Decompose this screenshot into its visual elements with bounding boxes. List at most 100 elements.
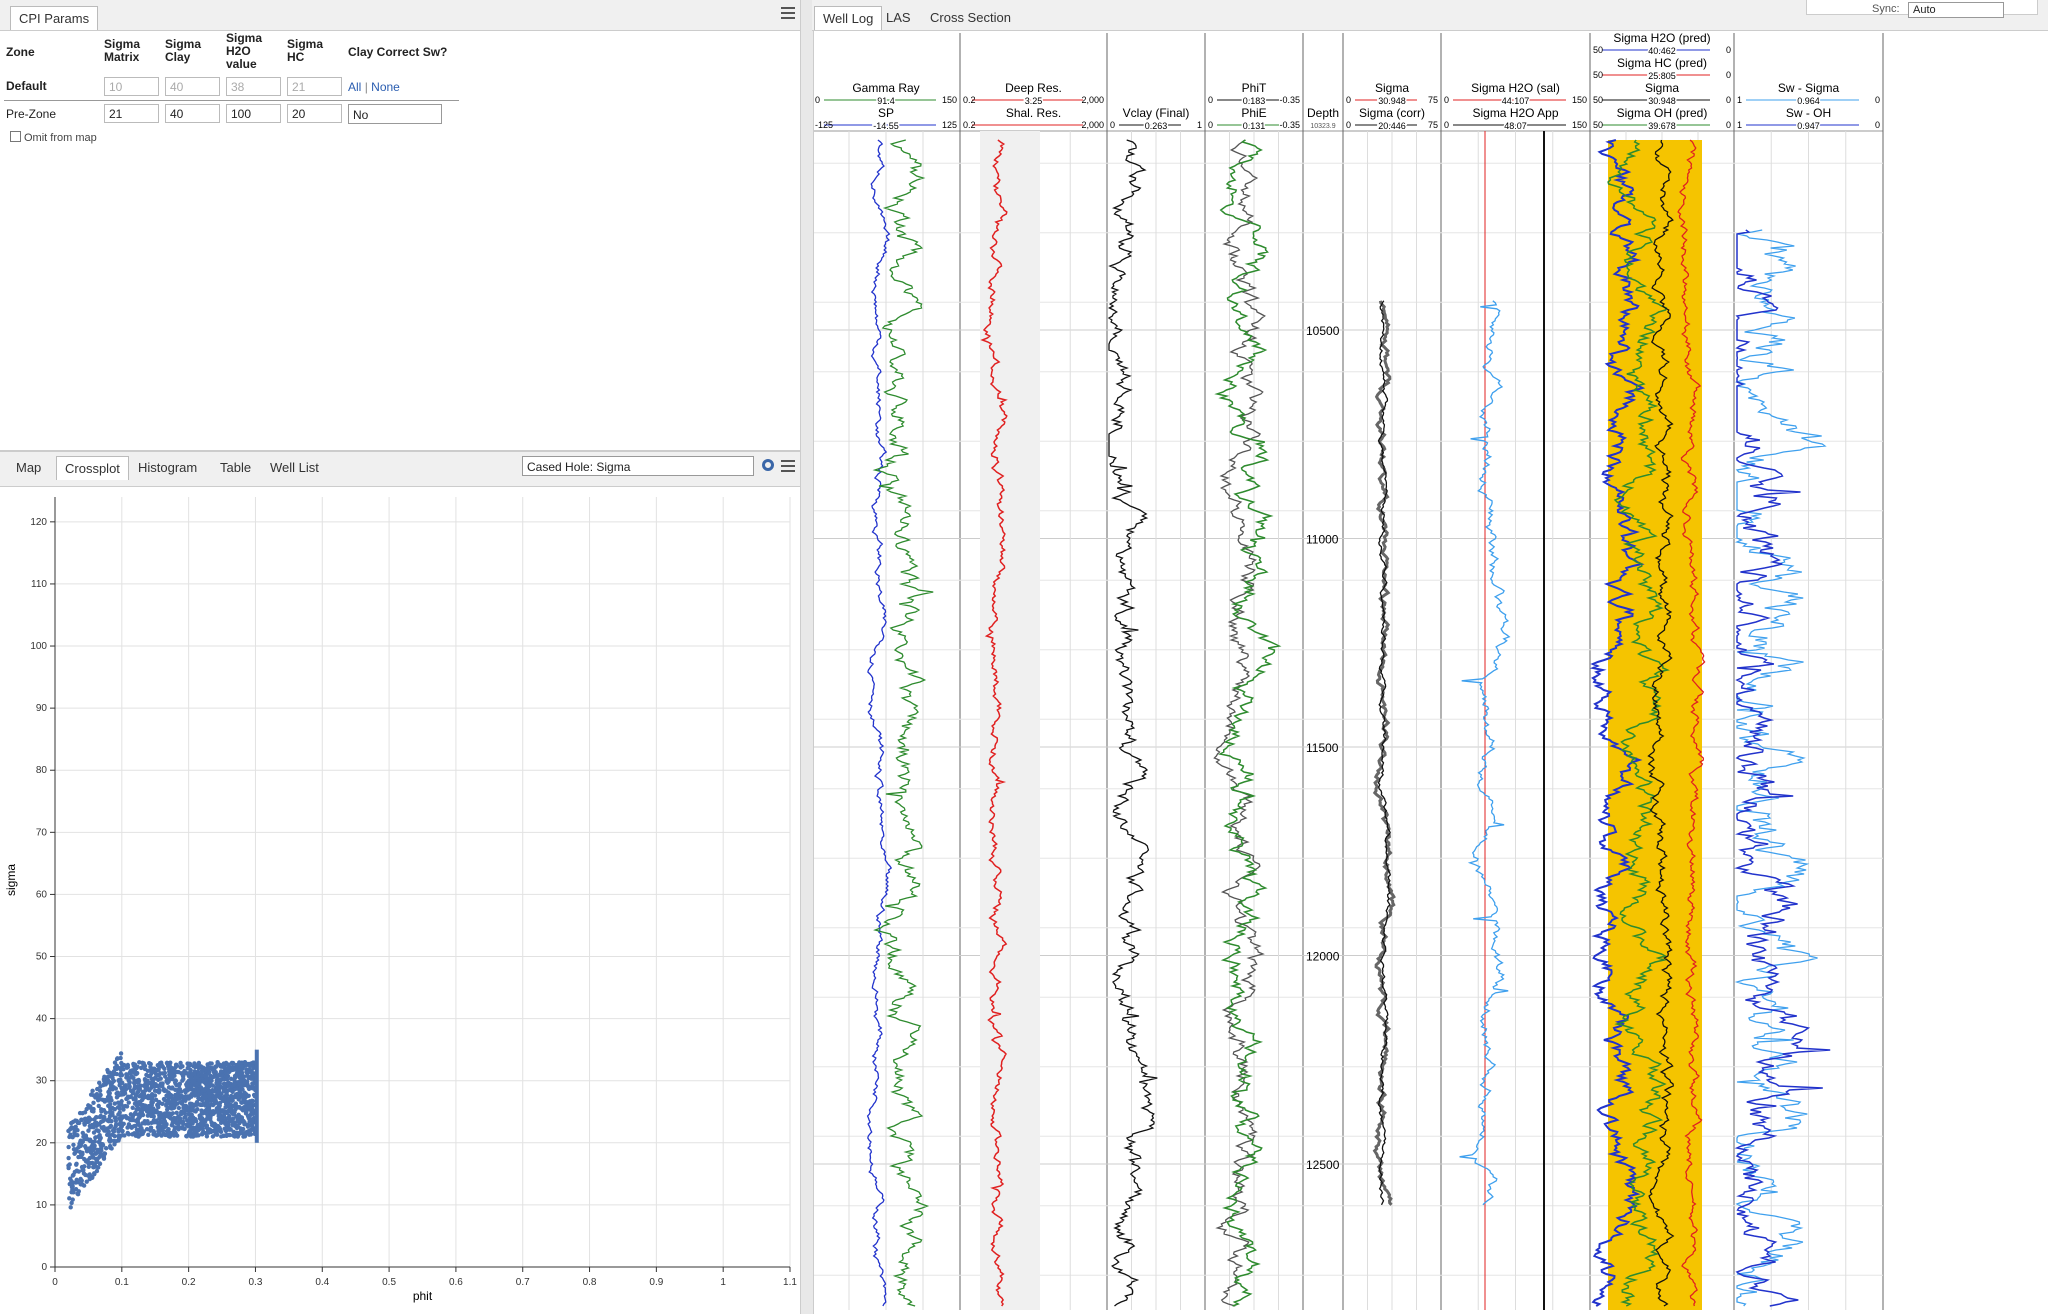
scale-min: 0 bbox=[1444, 120, 1449, 130]
y-tick-label: 90 bbox=[36, 703, 48, 714]
scale-min: 0 bbox=[1346, 95, 1351, 105]
select[interactable]: Auto bbox=[1908, 2, 2004, 18]
scatter-point bbox=[192, 1128, 197, 1134]
scatter-point bbox=[161, 1096, 167, 1102]
x-tick-label: 0.9 bbox=[649, 1277, 663, 1288]
scatter-point bbox=[183, 1094, 188, 1099]
scatter-point bbox=[187, 1101, 193, 1106]
scatter-point bbox=[131, 1063, 136, 1068]
log-curve bbox=[1647, 139, 1675, 1307]
menu-icon[interactable] bbox=[781, 7, 795, 19]
scatter-point bbox=[199, 1108, 204, 1113]
scatter-point bbox=[200, 1102, 205, 1108]
scatter-point bbox=[88, 1150, 94, 1155]
scatter-point bbox=[70, 1197, 75, 1202]
scatter-point bbox=[130, 1132, 135, 1137]
scatter-point bbox=[112, 1142, 117, 1147]
scatter-point bbox=[180, 1064, 185, 1069]
tab[interactable]: LAS bbox=[886, 10, 911, 25]
scatter-point bbox=[87, 1155, 93, 1161]
scatter-point bbox=[137, 1123, 143, 1129]
select[interactable]: Cased Hole: Sigma bbox=[522, 456, 754, 476]
scale-current: -14.55 bbox=[873, 121, 899, 131]
scatter-point bbox=[193, 1118, 199, 1124]
input[interactable]: 38 bbox=[226, 77, 281, 96]
scatter-point bbox=[237, 1082, 243, 1088]
scatter-point bbox=[91, 1171, 97, 1176]
depth-label: 11000 bbox=[1306, 533, 1339, 547]
tab[interactable]: Map bbox=[16, 460, 42, 475]
tab[interactable]: Table bbox=[220, 460, 252, 475]
tab[interactable]: Crossplot bbox=[56, 456, 129, 480]
input[interactable]: 40 bbox=[165, 77, 220, 96]
scatter-point bbox=[69, 1200, 74, 1206]
scatter-point bbox=[202, 1094, 208, 1100]
y-tick-label: 30 bbox=[36, 1076, 48, 1087]
scatter-point bbox=[128, 1071, 133, 1076]
input[interactable]: 40 bbox=[165, 104, 220, 123]
splitter[interactable] bbox=[800, 0, 814, 1314]
tab[interactable]: Well Log bbox=[814, 6, 883, 30]
scatter-cloud bbox=[66, 1051, 258, 1210]
scatter-point bbox=[244, 1100, 250, 1105]
scatter-point bbox=[172, 1080, 178, 1085]
scatter-point bbox=[198, 1064, 204, 1069]
select[interactable]: No bbox=[348, 104, 442, 124]
scatter-point bbox=[187, 1061, 193, 1067]
scatter-point bbox=[227, 1113, 232, 1119]
input[interactable]: 21 bbox=[287, 77, 342, 96]
scale-max: 0 bbox=[1875, 120, 1880, 130]
input[interactable]: 10 bbox=[104, 77, 159, 96]
scatter-point bbox=[227, 1102, 233, 1108]
scatter-point bbox=[227, 1087, 232, 1093]
scatter-point bbox=[148, 1108, 154, 1114]
scatter-point bbox=[246, 1115, 251, 1120]
zone-name: Default bbox=[6, 79, 47, 93]
x-tick-label: 0.4 bbox=[315, 1277, 329, 1288]
scatter-point bbox=[197, 1092, 202, 1097]
scatter-point bbox=[88, 1104, 93, 1109]
tab[interactable]: Histogram bbox=[138, 460, 198, 475]
scatter-point bbox=[141, 1061, 146, 1066]
checkbox[interactable] bbox=[10, 131, 21, 142]
scatter-point bbox=[229, 1117, 234, 1122]
scatter-point bbox=[207, 1081, 213, 1086]
scatter-point bbox=[189, 1083, 194, 1089]
input[interactable]: 21 bbox=[104, 104, 159, 123]
menu-icon[interactable] bbox=[781, 460, 795, 472]
scatter-point bbox=[184, 1133, 189, 1139]
input[interactable]: 100 bbox=[226, 104, 281, 123]
scale-current: 91.4 bbox=[877, 96, 895, 106]
scatter-point bbox=[213, 1132, 218, 1137]
link[interactable]: None bbox=[371, 80, 400, 94]
scatter-point bbox=[193, 1089, 198, 1095]
scatter-point bbox=[107, 1113, 113, 1119]
checkbox-row[interactable]: Omit from map bbox=[10, 131, 97, 144]
input[interactable]: 20 bbox=[287, 104, 342, 123]
scatter-point bbox=[168, 1116, 173, 1121]
scale-current: 3.25 bbox=[1025, 96, 1043, 106]
scale-min: 0 bbox=[1208, 95, 1213, 105]
tab[interactable]: Cross Section bbox=[930, 10, 1011, 25]
scatter-point bbox=[175, 1096, 180, 1101]
scatter-point bbox=[144, 1126, 150, 1132]
link[interactable]: All bbox=[348, 80, 362, 94]
scatter-point bbox=[239, 1064, 244, 1069]
scatter-point bbox=[114, 1121, 119, 1127]
tab[interactable]: Well List bbox=[270, 460, 319, 475]
scatter-point bbox=[230, 1111, 236, 1117]
scatter-point bbox=[127, 1084, 132, 1089]
scatter-point bbox=[165, 1099, 170, 1104]
scatter-point bbox=[209, 1061, 214, 1066]
curve-name: Sigma H2O (pred) bbox=[1613, 31, 1710, 45]
scatter-point bbox=[129, 1117, 135, 1123]
scatter-point bbox=[242, 1122, 247, 1127]
tab[interactable]: CPI Params bbox=[10, 6, 99, 30]
scatter-point bbox=[98, 1096, 103, 1102]
scatter-point bbox=[108, 1123, 114, 1129]
scatter-point bbox=[164, 1093, 169, 1099]
scatter-point bbox=[82, 1156, 87, 1162]
scatter-point bbox=[110, 1128, 116, 1133]
gear-icon[interactable] bbox=[762, 459, 774, 471]
scatter-point bbox=[78, 1176, 83, 1182]
